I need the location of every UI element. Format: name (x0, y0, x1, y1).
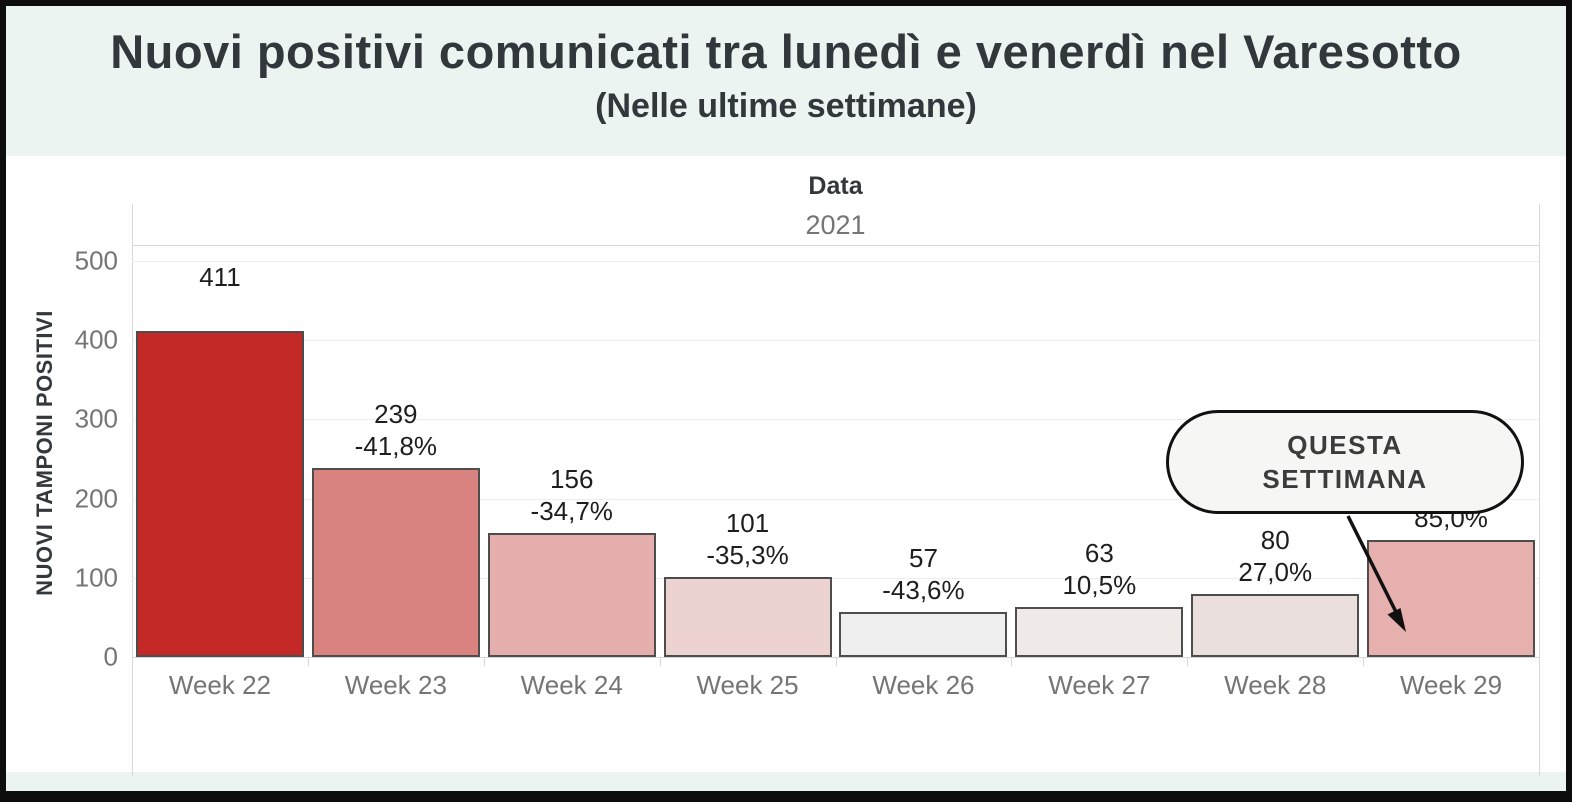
x-axis-tick (1539, 658, 1540, 666)
bar-label-group: 239 -41,8% (308, 398, 484, 462)
x-axis-tick (1011, 658, 1013, 666)
bar-pct-change-label: 27,0% (1238, 556, 1313, 587)
bar-week-24[interactable] (487, 533, 656, 657)
x-axis-tick (132, 658, 133, 666)
bar-pct-change-label: -35,3% (706, 540, 789, 570)
bar-week-22[interactable] (135, 331, 304, 657)
y-gridline (132, 260, 1539, 262)
bar-label-group: 63 10,5% (1011, 537, 1187, 601)
y-tick-label: 0 (103, 641, 118, 672)
y-tick-label: 400 (74, 324, 118, 355)
x-axis-tick (1187, 658, 1189, 666)
y-tick-label: 300 (74, 403, 118, 434)
chart-panel: Data 2021 NUOVI TAMPONI POSITIVI 0 100 200… (6, 156, 1566, 776)
x-category-label: Week 22 (168, 670, 272, 700)
bar-label-group: 80 27,0% (1187, 524, 1363, 588)
x-category-label: Week 27 (1048, 670, 1151, 700)
bar-week-25[interactable] (663, 577, 832, 657)
bar-value-label: 411 (199, 262, 241, 293)
bar-label-group: 101 -35,3% (660, 507, 836, 571)
bar-label-group: 57 -43,6% (836, 542, 1012, 606)
x-axis-tick (307, 658, 309, 666)
bar-pct-change-label: -41,8% (354, 430, 438, 461)
bar-pct-change-label (132, 293, 308, 325)
x-axis-year-label: 2021 (805, 210, 866, 240)
bar-week-23[interactable] (311, 467, 480, 657)
y-axis-line (132, 204, 133, 776)
bar-pct-change-label: 10,5% (1062, 570, 1137, 601)
bar-label-group: 156 -34,7% (484, 463, 660, 527)
x-category-label: Week 24 (520, 670, 623, 700)
x-axis-tick (835, 658, 837, 666)
x-category-label: Week 28 (1224, 670, 1327, 700)
bar-value-label: 101 (725, 508, 770, 538)
chart-title: Nuovi positivi comunicati tra lunedì e v… (110, 25, 1462, 78)
x-category-label: Week 25 (696, 670, 799, 700)
dashboard: Nuovi positivi comunicati tra lunedì e v… (6, 6, 1566, 791)
y-gridline (132, 577, 1539, 579)
chart-header: Nuovi positivi comunicati tra lunedì e v… (6, 6, 1566, 156)
annotation-callout: QUESTA SETTIMANA (1166, 410, 1524, 514)
x-axis-tick (1363, 658, 1365, 666)
y-tick-label: 200 (74, 483, 118, 513)
bar-week-27[interactable] (1015, 607, 1184, 657)
x-category-label: Week 29 (1399, 670, 1503, 700)
bar-value-label: 63 (1084, 538, 1114, 569)
x-axis-title: Data (808, 172, 863, 200)
plot-top-border (132, 245, 1539, 246)
x-axis-tick (483, 658, 485, 666)
x-category-label: Week 23 (344, 670, 447, 700)
bar-week-26[interactable] (839, 611, 1008, 657)
bar-pct-change-label: -43,6% (882, 574, 965, 605)
bar-pct-change-label: -34,7% (530, 496, 613, 527)
chart-subtitle: (Nelle ultime settimane) (595, 87, 977, 125)
y-gridline (132, 419, 1539, 421)
x-axis-line (132, 657, 1539, 658)
y-tick-label: 100 (74, 562, 118, 593)
x-axis-tick (659, 658, 661, 666)
bar-week-28[interactable] (1191, 593, 1360, 657)
x-category-label: Week 26 (872, 670, 975, 700)
bar-label-group: 411 (132, 261, 308, 325)
plot-right-border (1539, 204, 1540, 776)
y-tick-label: 500 (74, 245, 118, 276)
bar-value-label: 80 (1260, 524, 1290, 555)
y-gridline (132, 340, 1539, 342)
bar-week-29[interactable] (1367, 539, 1536, 657)
y-gridline (132, 498, 1539, 500)
bar-value-label: 156 (550, 464, 594, 495)
bar-value-label: 239 (374, 398, 418, 429)
bar-value-label: 57 (908, 542, 938, 573)
